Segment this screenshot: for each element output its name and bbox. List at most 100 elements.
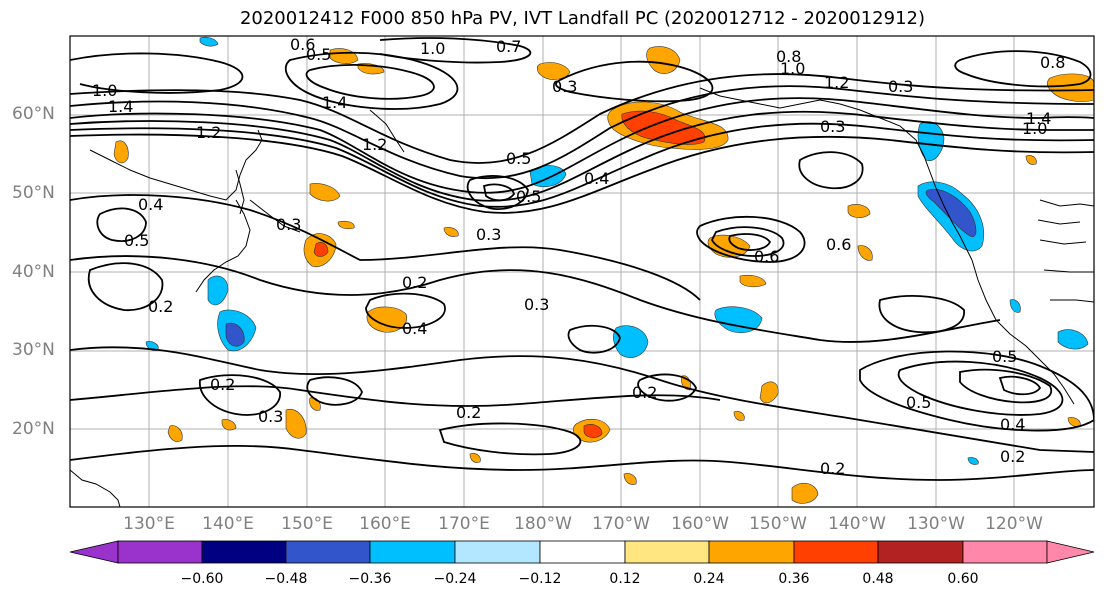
lat-label: 30°N	[12, 340, 55, 360]
lon-label: 140°W	[828, 514, 886, 534]
contour-label: 1.0	[1022, 119, 1047, 138]
ivt-anomaly-positive	[285, 408, 307, 439]
ivt-anomaly-negative	[613, 325, 649, 358]
lon-label: 170°W	[592, 514, 650, 534]
colorbar-bin	[624, 540, 710, 564]
pv-contour	[482, 183, 515, 202]
pv-contour	[959, 368, 1053, 404]
colorbar-bin	[369, 540, 456, 564]
contour-label: 0.3	[476, 225, 501, 244]
coastlines	[70, 87, 1094, 507]
lat-label: 20°N	[12, 419, 55, 439]
lon-label: 180°W	[514, 514, 572, 534]
colorbar-bin	[201, 540, 287, 564]
coastline-japan	[195, 199, 251, 293]
border-canada-us	[1039, 199, 1094, 207]
contour-label: 0.2	[402, 273, 427, 292]
ivt-anomaly-negative	[925, 188, 977, 237]
coastline-asia	[89, 129, 263, 201]
pv-contour	[365, 292, 446, 329]
pv-contour	[379, 37, 532, 64]
coastline	[70, 469, 121, 507]
contour-label: 0.6	[754, 247, 779, 266]
ivt-anomaly-fills	[113, 36, 1094, 504]
colorbar-bin	[1046, 540, 1095, 564]
ivt-anomaly-negative	[207, 275, 229, 306]
contour-label: 0.5	[906, 393, 931, 412]
pv-contour	[70, 444, 1094, 481]
contour-label: 0.2	[210, 375, 235, 394]
colorbar-bin	[454, 540, 541, 564]
colorbar-bin	[793, 540, 879, 564]
ivt-anomaly-positive	[646, 46, 681, 74]
contour-label: 0.3	[820, 117, 845, 136]
pv-contour	[70, 133, 1094, 214]
coastline-sakhalin	[235, 169, 245, 215]
lon-label: 140°E	[202, 514, 254, 534]
lat-label: 40°N	[12, 262, 55, 282]
contour-label: 0.3	[276, 215, 301, 234]
pv-contour	[70, 97, 1094, 194]
border-state	[1043, 269, 1094, 273]
pv-contour	[70, 110, 1094, 202]
colorbar-bin	[117, 540, 203, 564]
pv-contour	[728, 233, 772, 251]
map-content: 0.6 0.5 1.0 0.7 0.8 1.4 1.0 1.4 1.2 1.2 …	[70, 36, 1094, 507]
ivt-anomaly-positive	[313, 242, 329, 257]
contour-label: 0.4	[402, 319, 427, 338]
colorbar-tick: −0.48	[264, 571, 308, 587]
colorbar-tick: 0.48	[862, 571, 894, 587]
pv-contour	[637, 373, 697, 402]
pv-contour	[466, 175, 529, 211]
lon-label: 120°W	[985, 514, 1043, 534]
ivt-anomaly-negative	[967, 457, 979, 465]
colorbar-tick: 0.24	[693, 571, 725, 587]
ivt-anomaly-positive	[536, 62, 571, 80]
pv-contour	[305, 64, 435, 100]
pv-contour	[555, 60, 714, 103]
colorbar-bin	[69, 540, 119, 564]
contour-label: 0.5	[306, 45, 331, 64]
pv-contour	[438, 422, 582, 456]
contour-label: 0.6	[826, 235, 851, 254]
lon-label: 160°E	[359, 514, 411, 534]
contour-label: 0.8	[776, 47, 801, 66]
lon-label: 170°E	[438, 514, 490, 534]
lon-label: 130°W	[907, 514, 965, 534]
colorbar-bin	[708, 540, 795, 564]
contour-label: 0.5	[516, 187, 541, 206]
pv-contour	[284, 51, 459, 110]
ivt-anomaly-positive	[847, 204, 871, 218]
colorbar-bin	[539, 540, 626, 564]
ivt-anomaly-positive	[167, 425, 183, 442]
contour-label: 0.5	[992, 347, 1017, 366]
coastline-alaska-pnw	[699, 87, 973, 261]
contour-label: 1.2	[362, 135, 387, 154]
colorbar-bin	[962, 540, 1048, 564]
contour-label: 0.7	[496, 37, 521, 56]
contour-label: 0.4	[1000, 415, 1025, 434]
lon-label: 160°W	[671, 514, 729, 534]
contour-label: 1.2	[824, 73, 849, 92]
contour-label: 1.0	[92, 81, 117, 100]
coastline-california-mexico	[971, 259, 1075, 405]
map-frame	[69, 35, 1095, 508]
ivt-anomaly-positive	[733, 411, 745, 421]
pv-contour	[70, 346, 1094, 453]
colorbar-tick: 0.60	[947, 571, 979, 587]
pv-contour	[70, 385, 721, 407]
border-us-mexico	[1050, 299, 1094, 303]
ivt-anomaly-negative	[1057, 329, 1089, 350]
pv-contour	[96, 207, 147, 242]
contour-label: 0.3	[888, 77, 913, 96]
pv-contour	[567, 324, 621, 354]
pv-contour	[70, 194, 701, 301]
graticule	[70, 36, 1094, 507]
ivt-anomaly-positive	[113, 140, 129, 164]
lon-label: 150°W	[749, 514, 807, 534]
ivt-anomaly-positive	[443, 227, 459, 237]
ivt-anomaly-negative	[1009, 299, 1021, 313]
pv-contour	[70, 85, 1094, 180]
lat-label: 50°N	[12, 183, 55, 203]
